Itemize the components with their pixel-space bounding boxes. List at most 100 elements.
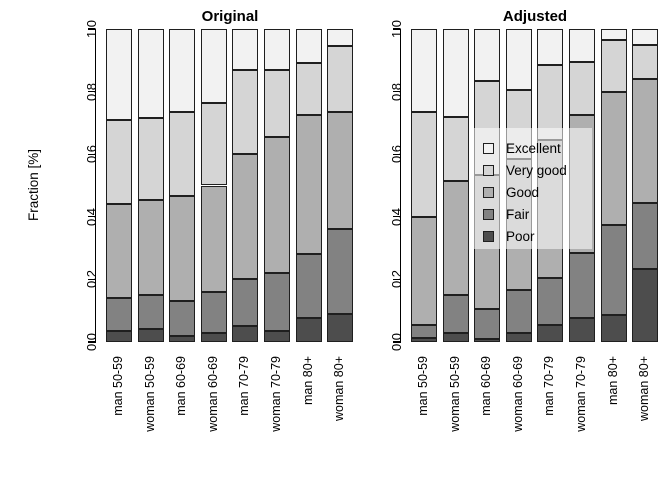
bar-segment-very-good bbox=[200, 102, 227, 186]
bar-segment-excellent bbox=[411, 29, 437, 112]
category-label: woman 50-59 bbox=[447, 356, 462, 432]
category-label: woman 60-69 bbox=[510, 356, 525, 432]
y-axis-line bbox=[399, 29, 401, 343]
y-axis-tick bbox=[393, 278, 400, 281]
y-axis-tick-label: 1.0 bbox=[84, 19, 99, 39]
bar-segment-fair bbox=[505, 290, 532, 333]
adjusted-panel-title: Adjusted bbox=[502, 8, 568, 25]
y-axis-tick bbox=[88, 278, 95, 281]
category-label: woman 60-69 bbox=[205, 356, 220, 432]
category-label: woman 50-59 bbox=[142, 356, 157, 432]
bar-segment-poor bbox=[474, 339, 501, 342]
bar-segment-poor bbox=[232, 326, 259, 342]
y-axis-tick bbox=[393, 341, 400, 343]
legend-swatch-fair bbox=[483, 208, 494, 220]
legend-label: Good bbox=[506, 184, 540, 200]
legend-swatch-poor bbox=[483, 230, 494, 242]
bar-segment-very-good bbox=[327, 46, 354, 112]
bar-segment-fair bbox=[442, 295, 469, 334]
bar-segment-excellent bbox=[569, 29, 595, 62]
y-axis-tick-label: 1.0 bbox=[389, 19, 404, 39]
bar-segment-good bbox=[632, 79, 659, 203]
bar-segment-fair bbox=[106, 298, 132, 332]
bar-segment-excellent bbox=[474, 29, 501, 81]
bar-segment-poor bbox=[106, 331, 132, 342]
bar-segment-good bbox=[106, 204, 132, 299]
bar-segment-fair bbox=[264, 273, 290, 332]
bar-segment-very-good bbox=[442, 116, 469, 181]
legend: Excellent Very good Good Fair Poor bbox=[472, 128, 592, 249]
y-axis-tick bbox=[88, 91, 95, 93]
y-axis-tick bbox=[88, 341, 95, 343]
legend-label: Fair bbox=[506, 206, 530, 222]
bar-segment-very-good bbox=[632, 44, 659, 80]
bar-segment-poor bbox=[169, 335, 196, 342]
bar-segment-good bbox=[169, 196, 196, 302]
legend-swatch-good bbox=[483, 186, 494, 198]
bar-segment-excellent bbox=[632, 29, 659, 45]
bar-segment-good bbox=[232, 154, 259, 280]
bar-segment-poor bbox=[569, 317, 595, 342]
y-axis-tick-label: 0.4 bbox=[389, 207, 404, 226]
legend-label: Poor bbox=[506, 228, 535, 244]
bar-segment-poor bbox=[505, 332, 532, 342]
y-axis-tick-label: 0.2 bbox=[84, 270, 99, 289]
legend-label: Excellent bbox=[506, 140, 561, 156]
bar-segment-very-good bbox=[411, 111, 437, 217]
bar-segment-fair bbox=[295, 254, 322, 318]
y-axis-tick bbox=[393, 28, 400, 30]
category-label: man 80+ bbox=[605, 356, 620, 405]
y-axis-title: Fraction [%] bbox=[26, 148, 41, 222]
bar-segment-very-good bbox=[600, 39, 627, 92]
bar-segment-fair bbox=[537, 277, 564, 325]
bar-segment-fair bbox=[569, 252, 595, 318]
bar-segment-excellent bbox=[600, 29, 627, 40]
y-axis-tick-label: 0.0 bbox=[389, 332, 404, 352]
bar-segment-excellent bbox=[537, 29, 564, 65]
bar-segment-fair bbox=[200, 291, 227, 333]
legend-item-good: Good bbox=[483, 181, 539, 203]
bar-segment-excellent bbox=[232, 29, 259, 70]
category-label: man 80+ bbox=[300, 356, 315, 405]
bar-segment-excellent bbox=[442, 29, 469, 117]
bar-segment-fair bbox=[632, 202, 659, 270]
bar-segment-good bbox=[600, 91, 627, 225]
category-label: man 50-59 bbox=[416, 356, 430, 416]
y-axis-tick-label: 0.0 bbox=[84, 332, 99, 352]
y-axis-tick-label: 0.4 bbox=[84, 207, 99, 226]
bar-segment-excellent bbox=[505, 29, 532, 91]
category-label: man 60-69 bbox=[174, 356, 189, 416]
bar-segment-excellent bbox=[264, 29, 290, 70]
legend-item-fair: Fair bbox=[483, 203, 529, 225]
legend-swatch-very-good bbox=[483, 164, 494, 176]
category-label: woman 80+ bbox=[332, 356, 347, 421]
bar-segment-very-good bbox=[137, 118, 164, 200]
bar-segment-poor bbox=[137, 329, 164, 342]
category-label: woman 70-79 bbox=[269, 356, 283, 432]
bar-segment-good bbox=[327, 111, 354, 230]
bar-segment-excellent bbox=[137, 29, 164, 119]
legend-label: Very good bbox=[506, 162, 567, 178]
bar-segment-excellent bbox=[106, 29, 132, 120]
bar-segment-fair bbox=[411, 324, 437, 339]
bar-segment-poor bbox=[327, 314, 354, 342]
bar-segment-very-good bbox=[106, 119, 132, 205]
bar-segment-fair bbox=[169, 301, 196, 336]
y-axis-tick-label: 0.2 bbox=[389, 270, 404, 289]
bar-segment-very-good bbox=[232, 69, 259, 155]
legend-swatch-excellent bbox=[483, 142, 494, 154]
bar-segment-good bbox=[200, 185, 227, 292]
bar-segment-poor bbox=[200, 332, 227, 342]
bar-segment-poor bbox=[264, 331, 290, 342]
y-axis-tick bbox=[393, 216, 400, 218]
bar-segment-very-good bbox=[569, 61, 595, 116]
bar-segment-poor bbox=[632, 269, 659, 342]
bar-segment-excellent bbox=[200, 29, 227, 103]
bar-segment-poor bbox=[442, 333, 469, 342]
bar-segment-poor bbox=[600, 315, 627, 342]
y-axis-tick bbox=[393, 91, 400, 93]
bar-segment-very-good bbox=[264, 69, 290, 137]
bar-segment-fair bbox=[474, 309, 501, 340]
bar-segment-good bbox=[442, 180, 469, 296]
